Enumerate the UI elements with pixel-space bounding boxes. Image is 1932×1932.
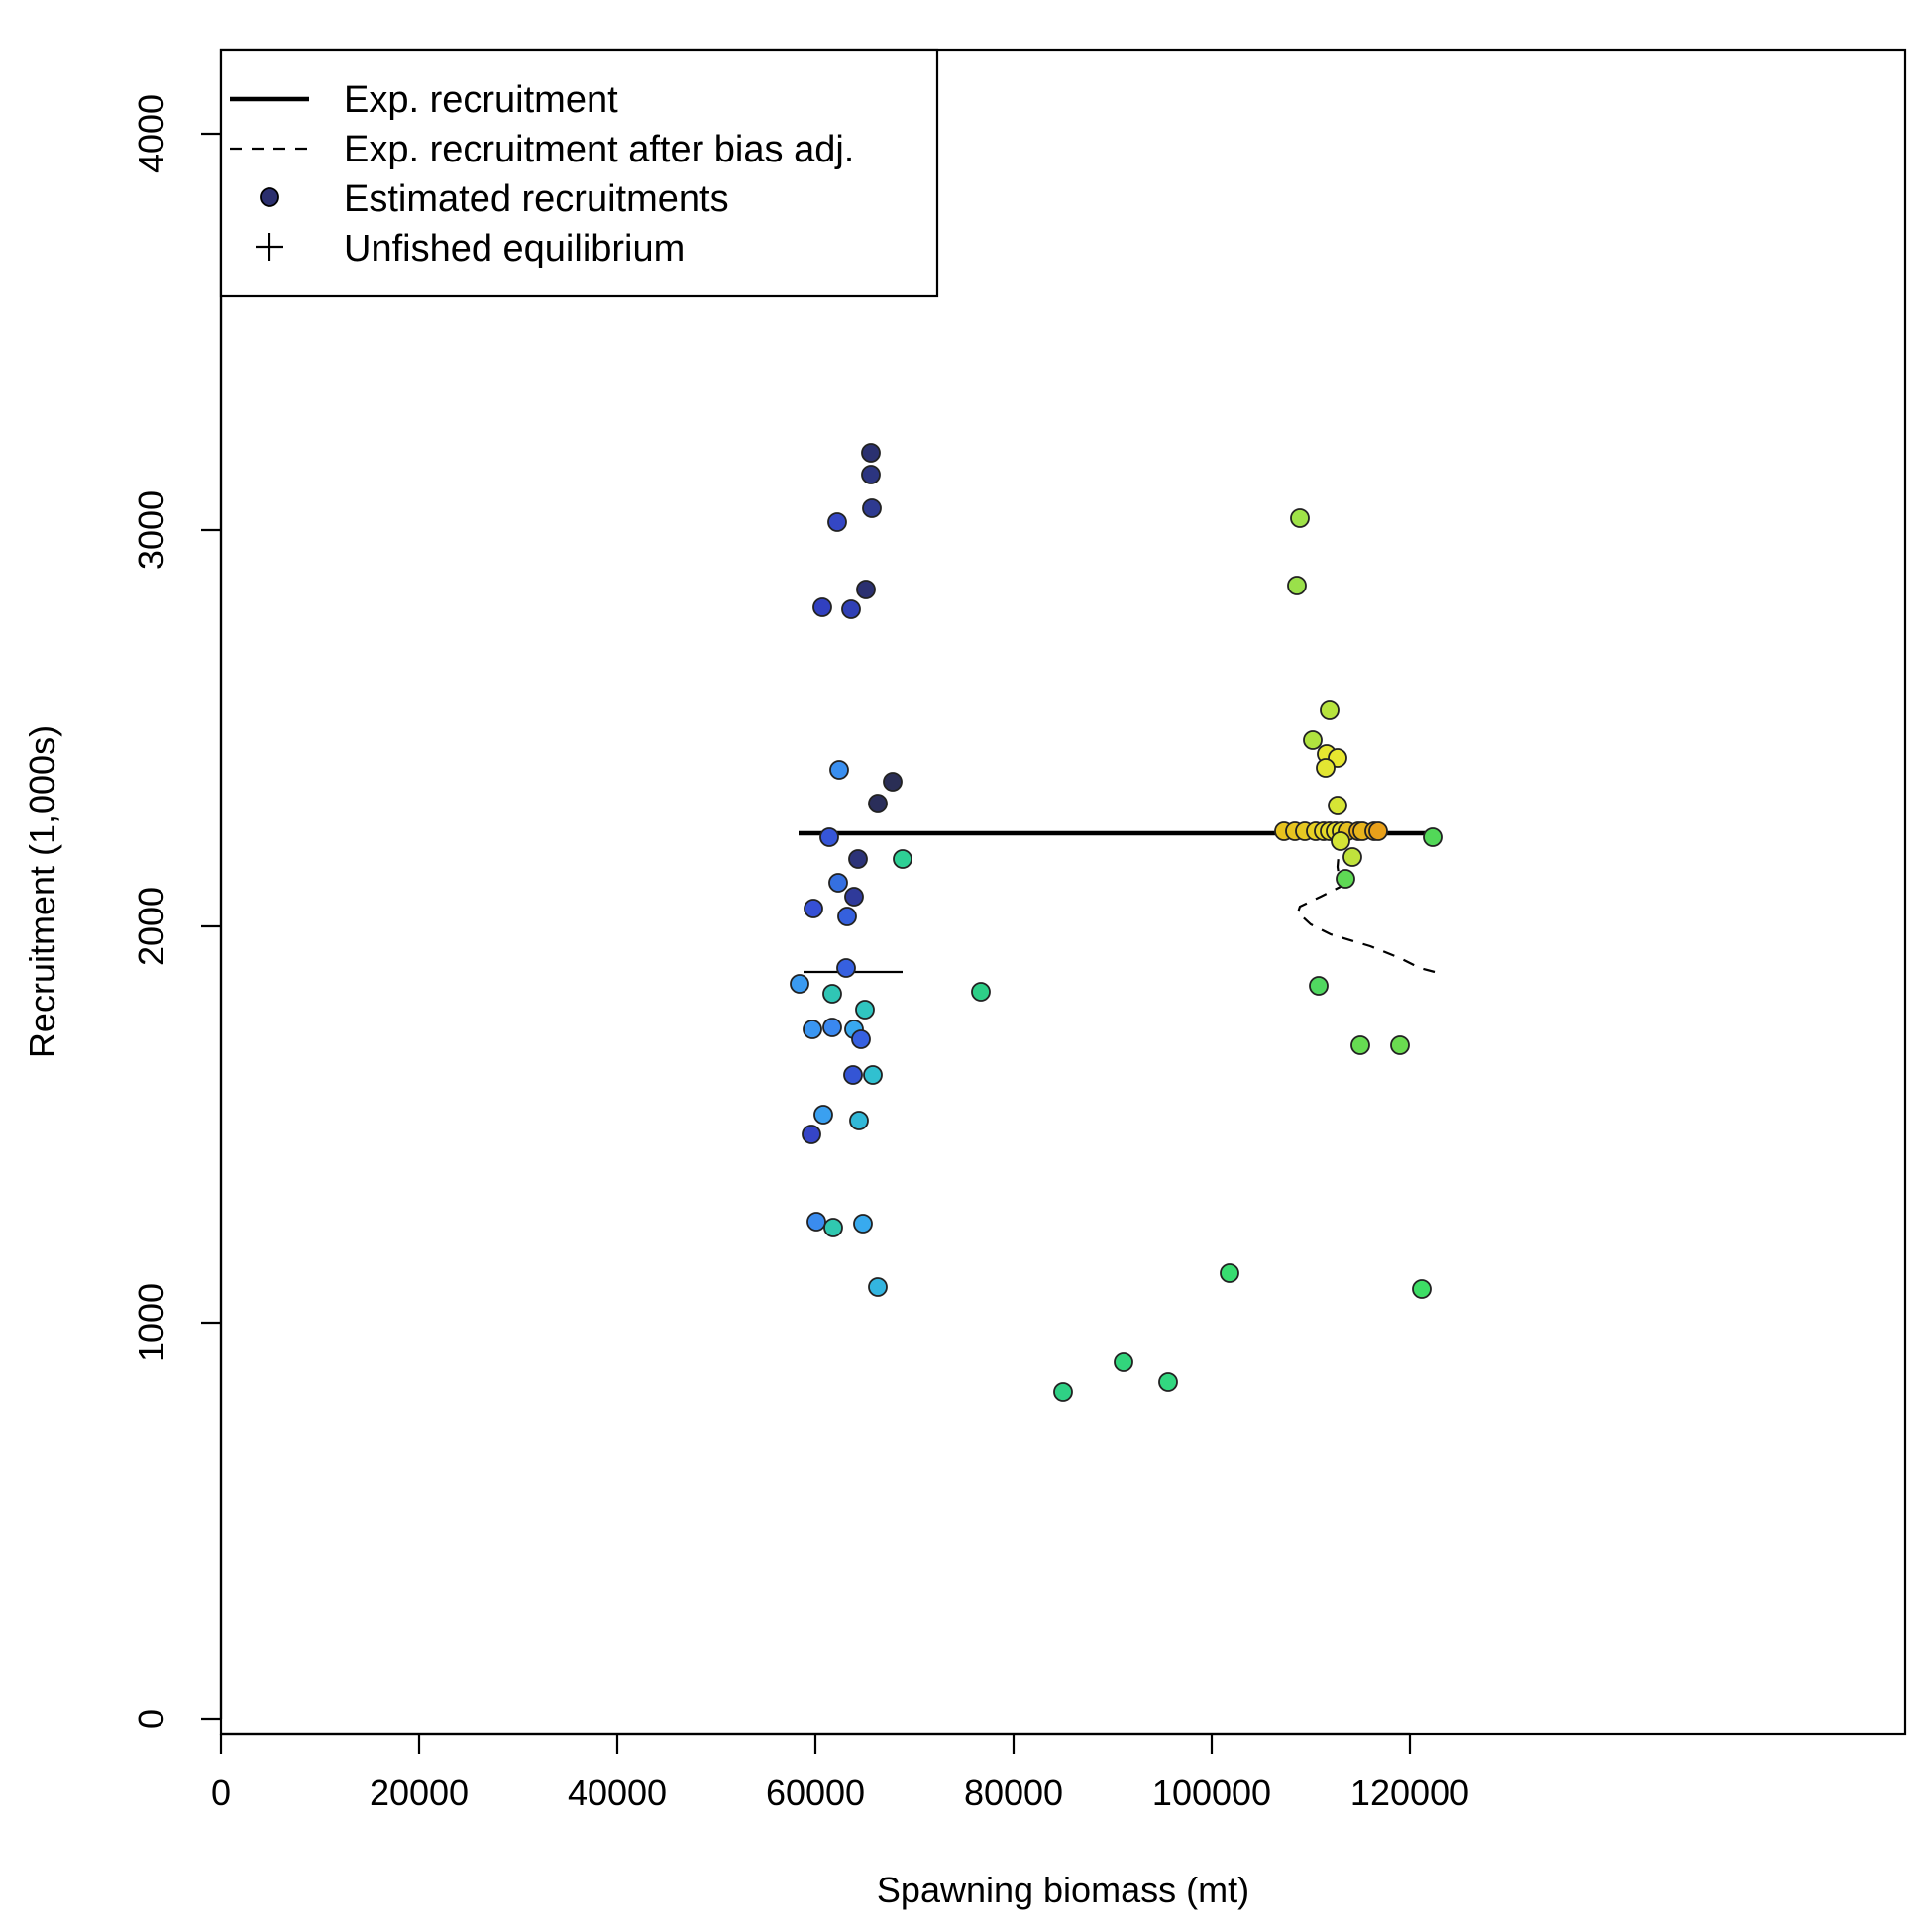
recruitment-point bbox=[843, 1065, 863, 1085]
x-tick-label: 120000 bbox=[1350, 1772, 1469, 1813]
recruitment-point bbox=[1328, 796, 1347, 815]
plot-frame bbox=[219, 48, 1907, 1736]
recruitment-point bbox=[1158, 1372, 1178, 1392]
recruitment-point bbox=[855, 1000, 875, 1020]
x-tick-label: 0 bbox=[211, 1772, 231, 1813]
recruitment-point bbox=[862, 498, 882, 518]
recruitment-point bbox=[836, 958, 856, 978]
recruitment-point bbox=[1350, 1035, 1370, 1055]
recruitment-point bbox=[802, 1125, 821, 1144]
legend-label-estimated-recruitments: Estimated recruitments bbox=[344, 178, 729, 220]
y-tick-label: 4000 bbox=[131, 94, 171, 173]
legend-label-unfished-equilibrium: Unfished equilibrium bbox=[344, 228, 685, 269]
recruitment-point bbox=[1368, 821, 1388, 841]
recruitment-point bbox=[828, 873, 848, 893]
legend-box bbox=[219, 48, 939, 298]
recruitment-point bbox=[837, 907, 857, 926]
recruitment-point bbox=[1331, 831, 1350, 851]
recruitment-point bbox=[829, 760, 849, 780]
recruitment-point bbox=[868, 794, 888, 813]
recruitment-point bbox=[851, 1029, 871, 1049]
y-tick-label: 1000 bbox=[131, 1283, 171, 1362]
x-tick-label: 100000 bbox=[1152, 1772, 1271, 1813]
recruitment-point bbox=[790, 974, 809, 994]
recruitment-point bbox=[827, 512, 847, 532]
x-axis-label: Spawning biomass (mt) bbox=[877, 1870, 1249, 1910]
recruitment-point bbox=[844, 887, 864, 907]
recruitment-point bbox=[1220, 1263, 1239, 1283]
recruitment-point bbox=[1320, 700, 1340, 720]
x-tick-label: 60000 bbox=[766, 1772, 865, 1813]
y-tick-label: 3000 bbox=[131, 490, 171, 570]
x-axis: 0 20000 40000 60000 80000 100000 120000 bbox=[211, 1732, 1469, 1813]
recruitment-point bbox=[812, 597, 832, 617]
recruitment-point bbox=[1053, 1382, 1073, 1402]
bias-adjusted-curve bbox=[1296, 854, 1436, 974]
recruitment-point bbox=[803, 1020, 822, 1039]
recruitment-point bbox=[822, 1018, 842, 1037]
recruitment-point bbox=[1309, 976, 1329, 996]
points-layer bbox=[790, 195, 1443, 1402]
recruitment-point bbox=[841, 599, 861, 619]
recruitment-point bbox=[1336, 869, 1355, 889]
y-tick-label: 0 bbox=[131, 1709, 171, 1729]
x-tick-label: 80000 bbox=[964, 1772, 1063, 1813]
recruitment-point bbox=[1290, 508, 1310, 528]
legend-label-exp-recruitment-bias-adj: Exp. recruitment after bias adj. bbox=[344, 129, 854, 170]
legend-label-exp-recruitment: Exp. recruitment bbox=[344, 79, 618, 121]
recruitment-point bbox=[848, 849, 868, 869]
recruitment-point bbox=[806, 1212, 826, 1232]
legend-plus-icon bbox=[256, 233, 283, 261]
recruitment-point bbox=[1423, 827, 1443, 847]
recruitment-point bbox=[971, 982, 991, 1002]
recruitment-point bbox=[861, 443, 881, 463]
x-tick-label: 40000 bbox=[568, 1772, 667, 1813]
recruitment-point bbox=[861, 465, 881, 484]
legend-filled-circle-icon bbox=[260, 187, 279, 207]
legend: Exp. recruitment Exp. recruitment after … bbox=[219, 48, 939, 298]
recruitment-point bbox=[893, 849, 912, 869]
recruitment-point bbox=[1390, 1035, 1410, 1055]
recruitment-point bbox=[822, 984, 842, 1004]
y-tick-label: 2000 bbox=[131, 887, 171, 966]
x-tick-label: 20000 bbox=[370, 1772, 469, 1813]
y-axis-label: Recruitment (1,000s) bbox=[22, 725, 62, 1058]
recruitment-point bbox=[1412, 1279, 1432, 1299]
recruitment-point bbox=[1316, 758, 1336, 778]
recruitment-point bbox=[863, 1065, 883, 1085]
recruitment-point bbox=[883, 772, 903, 792]
recruitment-point bbox=[1303, 730, 1323, 750]
recruitment-point bbox=[813, 1105, 833, 1125]
recruitment-point bbox=[868, 1277, 888, 1297]
recruitment-point bbox=[819, 827, 839, 847]
curve-layer bbox=[799, 830, 1436, 974]
y-axis: 0 1000 2000 3000 4000 bbox=[131, 94, 223, 1729]
recruitment-point bbox=[1287, 576, 1307, 595]
recruitment-point bbox=[849, 1111, 869, 1130]
recruitment-point bbox=[853, 1214, 873, 1234]
recruitment-point bbox=[823, 1218, 843, 1237]
recruitment-point bbox=[1114, 1352, 1133, 1372]
recruitment-point bbox=[804, 899, 823, 918]
recruitment-point bbox=[856, 580, 876, 599]
recruitment-point bbox=[1342, 847, 1362, 867]
